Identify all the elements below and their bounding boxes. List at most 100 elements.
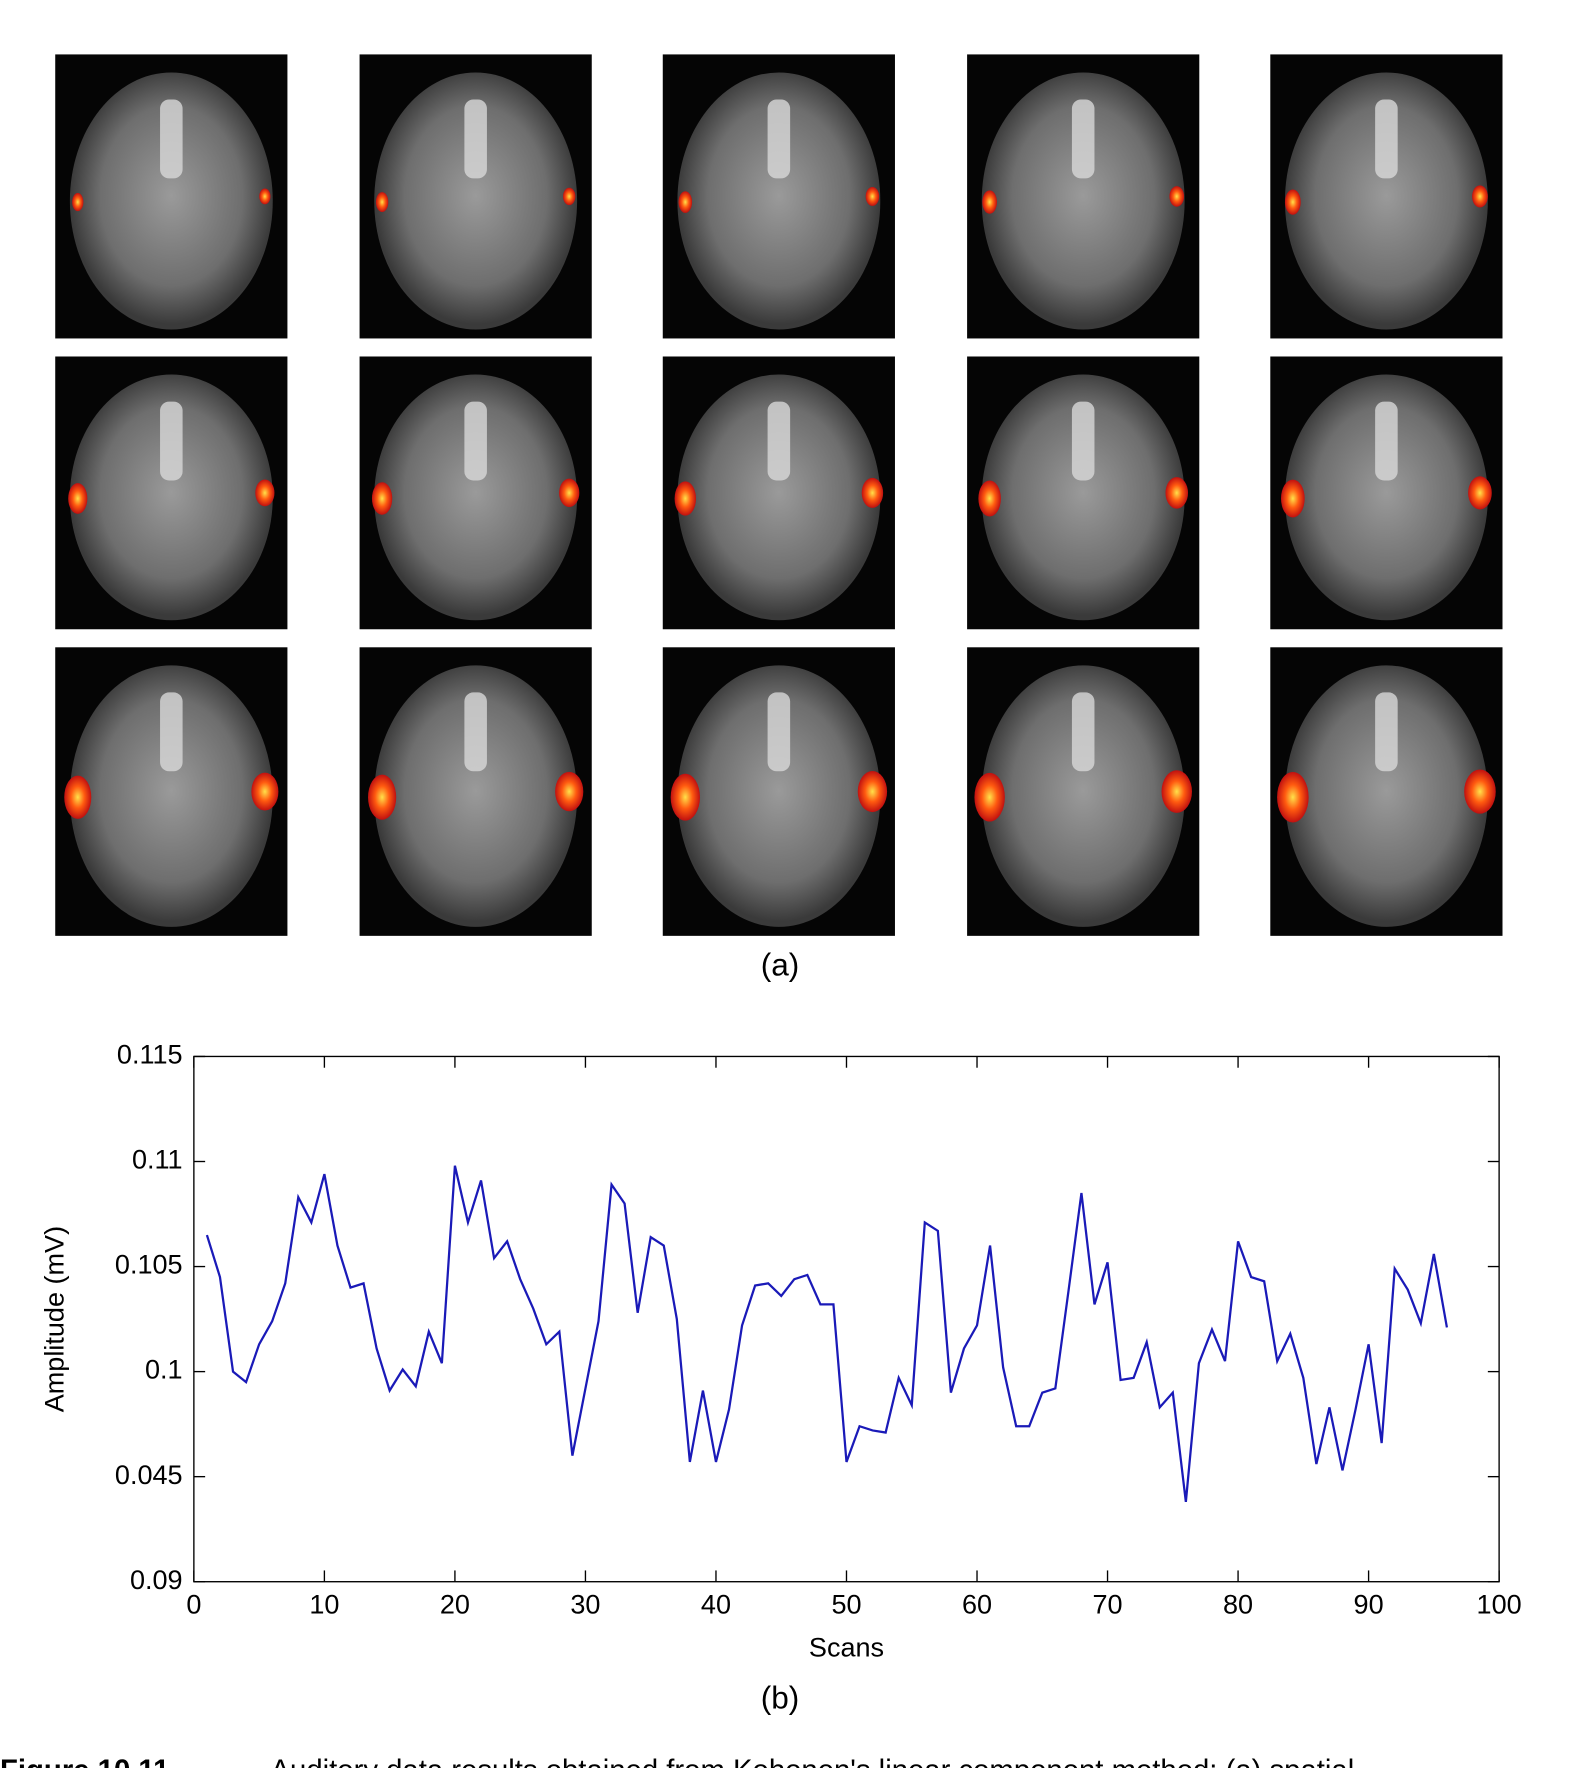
activation <box>674 481 697 516</box>
x-tick-label: 80 <box>1223 1590 1253 1620</box>
activation <box>861 477 884 508</box>
brain <box>69 374 273 621</box>
x-tick-label: 60 <box>962 1590 992 1620</box>
activation <box>259 188 271 205</box>
brain <box>677 72 881 330</box>
activation <box>865 186 880 206</box>
caption-text: Auditory data results obtained from Koho… <box>271 1754 1355 1768</box>
panel-label: (a) <box>761 947 800 983</box>
ventricle <box>160 99 183 179</box>
brain-slice <box>967 647 1200 936</box>
line-chart: 0.09 0.045 0.1 0.105 0.11 0.115 0 10 20 30 40 50 60 7… <box>39 1040 1521 1663</box>
activation <box>68 483 88 514</box>
activation <box>1161 770 1192 813</box>
brain-slice <box>1270 356 1503 630</box>
activation <box>1468 476 1492 510</box>
activation <box>1284 189 1301 215</box>
plot-frame <box>193 1055 1500 1583</box>
brain-slice <box>1270 647 1503 936</box>
y-tick-label: 0.115 <box>117 1040 183 1070</box>
brain-slice <box>1270 54 1503 339</box>
caption-label: Figure 10.11 <box>0 1754 169 1768</box>
activation <box>64 775 92 819</box>
activation <box>368 774 397 820</box>
activation <box>1464 769 1496 814</box>
ventricle <box>464 692 487 772</box>
ventricle <box>1375 99 1398 179</box>
activation <box>255 479 275 507</box>
ventricle <box>464 401 487 481</box>
ventricle <box>464 99 487 179</box>
activation <box>670 773 700 821</box>
brain <box>1284 665 1488 927</box>
data-line <box>205 1165 1449 1503</box>
x-tick-label: 40 <box>701 1590 731 1620</box>
ventricle <box>1375 401 1398 481</box>
brain <box>677 374 881 621</box>
brain-slice <box>662 356 895 630</box>
brain <box>981 72 1185 330</box>
x-tick-label: 90 <box>1354 1590 1384 1620</box>
brain <box>677 665 881 927</box>
brain <box>981 374 1185 621</box>
x-tick-label: 50 <box>831 1590 861 1620</box>
y-axis-label: Amplitude (mV) <box>39 1226 69 1412</box>
brain-slice <box>359 356 592 630</box>
y-tick-label: 0.1 <box>145 1355 183 1385</box>
activation <box>1277 771 1309 823</box>
brain <box>374 374 578 621</box>
activation <box>678 191 693 213</box>
brain <box>374 665 578 927</box>
y-tick-label: 0.105 <box>115 1250 183 1280</box>
brain-slice <box>662 54 895 339</box>
brain-slice <box>967 356 1200 630</box>
x-tick-label: 10 <box>309 1590 339 1620</box>
activation <box>1281 479 1305 518</box>
activation <box>974 772 1005 822</box>
brain <box>374 72 578 330</box>
brain <box>981 665 1185 927</box>
ventricle <box>1071 99 1095 179</box>
activation <box>563 187 576 206</box>
activation <box>375 192 389 212</box>
brain <box>1284 72 1488 330</box>
ventricle <box>1071 692 1095 772</box>
brain <box>1284 374 1488 621</box>
activation <box>555 771 584 812</box>
brain <box>69 72 273 330</box>
x-tick-label: 20 <box>440 1590 470 1620</box>
brain-slices <box>55 54 1503 936</box>
panel-label: (b) <box>761 1679 800 1715</box>
ventricle <box>767 99 791 179</box>
activation <box>1472 185 1488 208</box>
x-axis-label: Scans <box>809 1632 884 1662</box>
activation <box>982 190 997 214</box>
ventricle <box>160 692 183 772</box>
ventricle <box>767 692 791 772</box>
ventricle <box>767 401 791 481</box>
brain-slice <box>55 54 288 339</box>
ventricle <box>1375 692 1398 772</box>
ventricle <box>160 401 183 481</box>
ventricle <box>1071 401 1095 481</box>
activation <box>978 480 1001 517</box>
activation <box>1165 477 1189 509</box>
activation <box>371 482 393 515</box>
brain-slice <box>55 647 288 936</box>
y-tick-label: 0.09 <box>130 1565 183 1595</box>
brain-slice <box>359 54 592 339</box>
activation <box>1169 186 1185 207</box>
x-tick-label: 100 <box>1477 1590 1522 1620</box>
brain <box>69 665 273 927</box>
x-tick-label: 70 <box>1092 1590 1122 1620</box>
activation <box>559 478 580 508</box>
y-tick-label: 0.11 <box>132 1145 183 1175</box>
activation <box>251 772 279 811</box>
x-tick-label: 0 <box>186 1590 201 1620</box>
y-tick-label: 0.045 <box>115 1460 183 1490</box>
brain-slice <box>967 54 1200 339</box>
brain-slice <box>55 356 288 630</box>
brain-slice <box>359 647 592 936</box>
